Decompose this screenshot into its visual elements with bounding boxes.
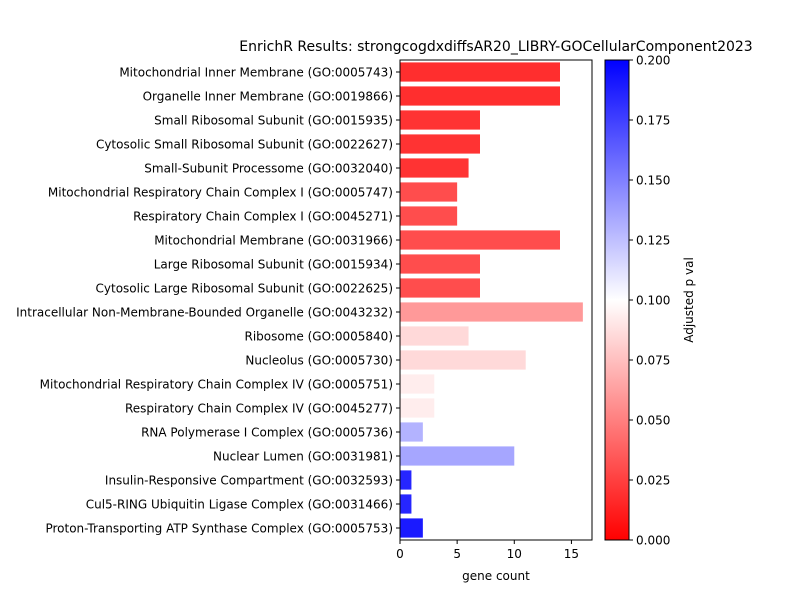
y-tick-label: Cytosolic Small Ribosomal Subunit (GO:00… [96,138,393,152]
colorbar-label: Adjusted p val [682,257,696,343]
plot-frame [399,59,593,541]
x-tick-label: 15 [564,547,579,561]
y-tick-label: Respiratory Chain Complex IV (GO:0045277… [125,402,393,416]
bar [400,110,480,130]
colorbar-tick-label: 0.100 [636,294,670,308]
colorbar-tick-label: 0.175 [636,114,670,128]
bar [400,230,560,250]
bar [400,374,435,394]
bar [400,62,560,82]
y-tick-label: Mitochondrial Respiratory Chain Complex … [40,378,393,392]
y-tick-label: Intracellular Non-Membrane-Bounded Organ… [16,306,393,320]
colorbar-tick-label: 0.000 [636,534,670,548]
y-tick-label: Small Ribosomal Subunit (GO:0015935) [154,114,393,128]
colorbar: 0.000 0.025 0.050 0.075 0.100 0.125 0.150 0.175… [604,54,696,548]
x-tick-label: 0 [396,547,404,561]
y-tick-label: Cytosolic Large Ribosomal Subunit (GO:00… [96,282,393,296]
y-tick-label: Large Ribosomal Subunit (GO:0015934) [154,258,393,272]
colorbar-tick-label: 0.025 [636,474,670,488]
x-axis: 0 5 10 15 [396,540,579,561]
chart-title: EnrichR Results: strongcogdxdiffsAR20_LI… [239,39,752,55]
bar [400,326,469,346]
colorbar-tick-label: 0.200 [636,54,670,68]
bar [400,422,423,442]
bar [400,302,583,322]
y-tick-label: Cul5-RING Ubiquitin Ligase Complex (GO:0… [86,498,393,512]
y-tick-label: RNA Polymerase I Complex (GO:0005736) [141,426,393,440]
y-tick-labels: Mitochondrial Inner Membrane (GO:0005743… [16,66,400,536]
bar [400,182,458,202]
colorbar-tick-label: 0.125 [636,234,670,248]
y-tick-label: Mitochondrial Inner Membrane (GO:0005743… [119,66,393,80]
bar [400,278,480,298]
y-tick-label: Organelle Inner Membrane (GO:0019866) [143,90,393,104]
y-tick-label: Respiratory Chain Complex I (GO:0045271) [133,210,393,224]
bars-layer [400,62,583,538]
y-tick-label: Nucleolus (GO:0005730) [245,354,393,368]
bar [400,494,412,514]
colorbar-ticks: 0.000 0.025 0.050 0.075 0.100 0.125 0.150 0.175… [629,54,670,548]
y-tick-label: Proton-Transporting ATP Synthase Complex… [45,522,393,536]
bar [400,86,560,106]
bar [400,446,515,466]
colorbar-tick-label: 0.150 [636,174,670,188]
x-tick-label: 10 [507,547,522,561]
bar [400,398,435,418]
bar [400,518,423,538]
y-tick-label: Nuclear Lumen (GO:0031981) [213,450,393,464]
y-tick-label: Mitochondrial Respiratory Chain Complex … [48,186,393,200]
bar [400,134,480,154]
bar [400,254,480,274]
x-tick-label: 5 [453,547,461,561]
colorbar-tick-label: 0.075 [636,354,670,368]
y-tick-label: Insulin-Responsive Compartment (GO:00325… [105,474,393,488]
y-tick-label: Small-Subunit Processome (GO:0032040) [144,162,393,176]
x-axis-label: gene count [462,569,530,583]
bar [400,470,412,490]
bar [400,206,458,226]
bar [400,158,469,178]
colorbar-tick-label: 0.050 [636,414,670,428]
y-tick-label: Mitochondrial Membrane (GO:0031966) [154,234,393,248]
bar [400,350,526,370]
colorbar-gradient [604,59,630,541]
y-tick-label: Ribosome (GO:0005840) [245,330,394,344]
